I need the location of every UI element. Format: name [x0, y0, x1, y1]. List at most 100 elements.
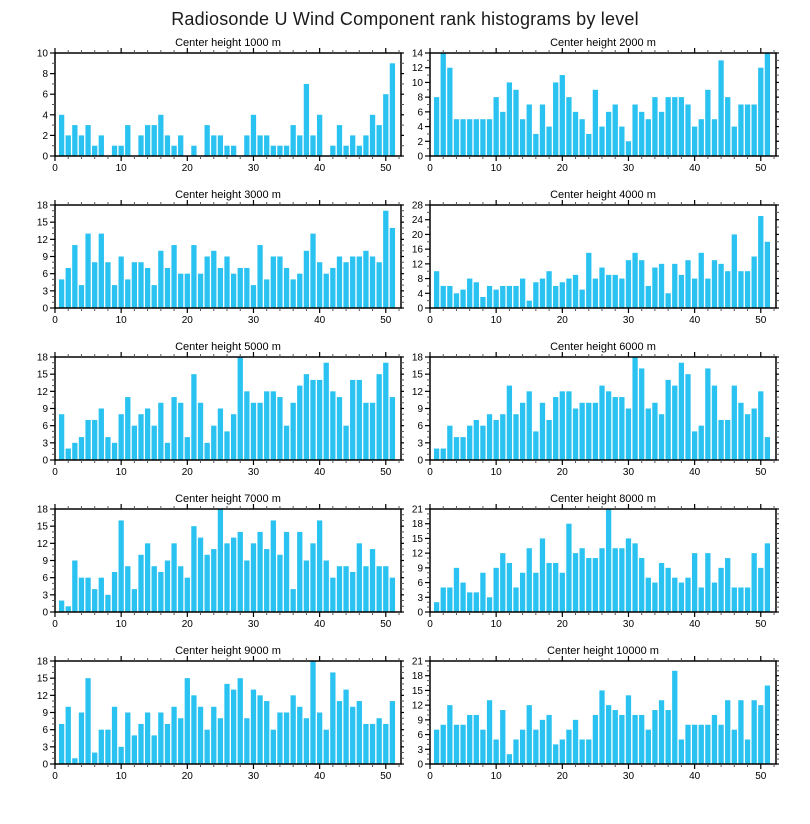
subplot-title: Center height 8000 m	[550, 493, 656, 505]
histogram-bar	[297, 706, 303, 764]
histogram-bar	[224, 256, 230, 308]
histogram-bar	[758, 391, 764, 460]
histogram-bar	[303, 83, 310, 156]
histogram-bar	[658, 263, 665, 308]
histogram-bar	[204, 442, 210, 460]
histogram-bar	[65, 448, 71, 460]
histogram-bar	[125, 566, 131, 612]
histogram-bar	[486, 700, 493, 764]
histogram-bar	[277, 145, 283, 156]
histogram-bar	[559, 75, 565, 156]
histogram-grid: Center height 1000 m 0 10 20 30 40 50 0 2 4 6 8 10 Ce…	[0, 35, 810, 793]
histogram-bar	[639, 558, 645, 612]
x-tick-label: 20	[182, 163, 194, 174]
histogram-bar	[526, 705, 532, 764]
y-tick-label: 18	[412, 353, 424, 364]
histogram-bar	[473, 714, 479, 764]
histogram-bar	[546, 714, 552, 764]
histogram-bar	[566, 97, 572, 156]
histogram-bar	[244, 135, 250, 156]
histogram-bar	[191, 695, 197, 764]
histogram-bar	[519, 402, 526, 460]
y-tick-label: 6	[417, 421, 423, 432]
histogram-bar	[171, 245, 177, 308]
y-tick-label: 9	[417, 404, 423, 415]
histogram-bar	[632, 543, 638, 612]
histogram-bar	[725, 419, 731, 460]
x-tick-label: 30	[248, 163, 260, 174]
histogram-bar	[244, 267, 250, 308]
histogram-bar	[599, 385, 605, 460]
histogram-bar	[460, 289, 466, 308]
histogram-bar	[65, 267, 71, 308]
histogram-bar	[533, 133, 539, 156]
x-tick-label: 50	[755, 315, 767, 326]
histogram-bar	[310, 661, 316, 764]
y-tick-label: 6	[42, 573, 48, 584]
histogram-bar	[277, 712, 283, 764]
histogram-bar	[559, 282, 565, 308]
x-tick-label: 0	[52, 467, 58, 478]
histogram-bar	[619, 714, 625, 764]
plot-frame	[429, 508, 777, 613]
y-tick-label: 6	[42, 269, 48, 280]
histogram-bar	[751, 256, 757, 308]
x-tick-label: 10	[116, 315, 128, 326]
x-tick-label: 50	[755, 771, 767, 782]
histogram-bar	[440, 53, 446, 156]
histogram-bar	[85, 678, 91, 764]
rank-histogram-2000m: Center height 2000 m 0 10 20 30 40 50 0 2 4 6 8 10 12…	[412, 37, 779, 174]
histogram-bar	[118, 256, 124, 308]
histogram-bar	[639, 111, 645, 156]
histogram-bar	[731, 587, 737, 612]
y-tick-label: 9	[417, 563, 423, 574]
histogram-bar	[632, 104, 638, 156]
histogram-bar	[718, 724, 724, 764]
subplot-4000m: Center height 4000 m 0 10 20 30 40 50 0 4 8 12 16 20…	[404, 187, 779, 337]
histogram-bar	[211, 135, 217, 156]
histogram-bar	[237, 531, 243, 612]
histogram-bar	[164, 135, 171, 156]
rank-histogram-10000m: Center height 10000 m 0 10 20 30 40 50 0 3 6 9 12 15…	[412, 645, 779, 782]
histogram-bar	[744, 587, 751, 612]
subplot-title: Center height 5000 m	[175, 341, 281, 353]
histogram-bar	[118, 414, 124, 460]
x-tick-label: 30	[248, 771, 260, 782]
y-tick-label: 12	[412, 63, 424, 74]
x-tick-label: 50	[755, 619, 767, 630]
histogram-bar	[447, 425, 453, 460]
histogram-bar	[698, 587, 704, 612]
x-tick-label: 30	[248, 619, 260, 630]
y-tick-label: 0	[417, 608, 423, 619]
x-tick-label: 10	[491, 467, 503, 478]
histogram-bar	[138, 723, 144, 764]
histogram-bar	[197, 402, 204, 460]
subplot-title: Center height 7000 m	[175, 493, 281, 505]
histogram-bar	[711, 714, 718, 764]
histogram-bar	[605, 705, 612, 764]
histogram-bar	[283, 531, 290, 612]
histogram-bar	[92, 145, 98, 156]
histogram-bar	[224, 683, 230, 764]
histogram-bar	[665, 710, 671, 764]
histogram-bar	[493, 739, 499, 764]
histogram-bar	[290, 125, 296, 156]
rank-histogram-5000m: Center height 5000 m 0 10 20 30 40 50 0 3 6 9 12 15 1…	[37, 341, 404, 478]
histogram-bar	[316, 262, 323, 308]
histogram-bar	[350, 571, 356, 612]
histogram-bar	[453, 724, 460, 764]
x-tick-label: 30	[623, 467, 635, 478]
histogram-bar	[751, 553, 757, 612]
y-tick-label: 9	[42, 556, 48, 567]
x-tick-label: 20	[182, 467, 194, 478]
histogram-bar	[672, 97, 678, 156]
x-tick-label: 50	[380, 467, 392, 478]
histogram-bar	[486, 597, 493, 612]
y-tick-label: 12	[37, 235, 49, 246]
histogram-bar	[672, 577, 678, 612]
histogram-bar	[612, 548, 618, 612]
histogram-bar	[336, 566, 343, 612]
x-tick-label: 40	[314, 771, 326, 782]
histogram-bar	[350, 379, 356, 460]
histogram-bar	[711, 582, 718, 612]
